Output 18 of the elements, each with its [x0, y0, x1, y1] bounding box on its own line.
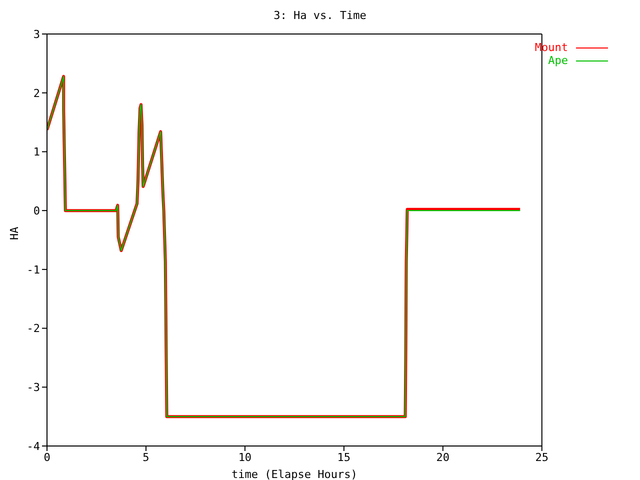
y-axis-title: HA	[8, 226, 21, 240]
y-tick-label: 2	[33, 86, 40, 100]
legend-label: Ape	[548, 54, 568, 67]
x-tick-label: 5	[142, 450, 150, 464]
x-tick-label: 20	[436, 450, 450, 464]
chart-title: 3: Ha vs. Time	[272, 9, 368, 22]
x-tick-label: 0	[44, 450, 50, 464]
y-tick-label: 1	[33, 146, 40, 159]
x-tick-label: 15	[337, 450, 351, 464]
x-axis-title: time (Elapse Hours)	[232, 468, 358, 480]
x-tick-label: 25	[535, 450, 548, 464]
y-tick-label: -4	[26, 440, 40, 453]
y-tick-label: -2	[26, 322, 40, 336]
x-tick-label: 10	[238, 450, 252, 464]
y-tick-label: -3	[26, 381, 40, 394]
y-tick-label: 0	[33, 204, 40, 218]
y-tick-label: -1	[26, 263, 40, 276]
y-tick-label: 3	[33, 28, 40, 41]
